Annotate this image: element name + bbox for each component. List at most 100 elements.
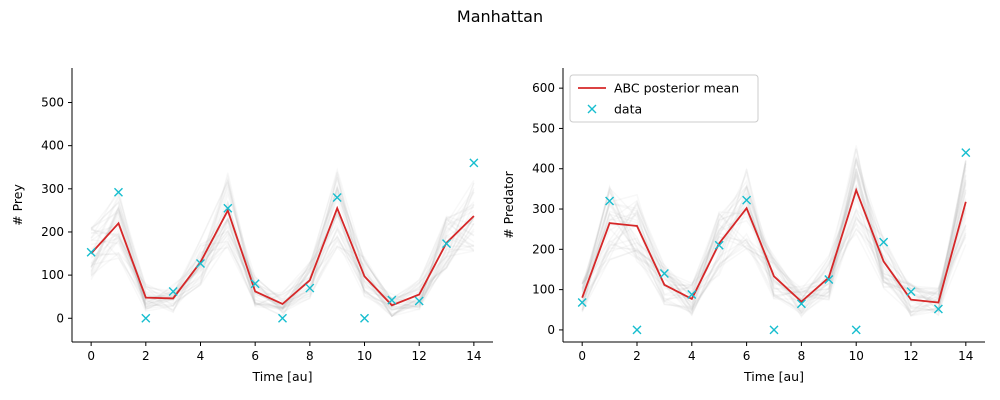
data-marker	[851, 325, 861, 335]
posterior-sample-line	[581, 148, 967, 313]
data-marker	[577, 298, 587, 308]
data-marker	[223, 203, 233, 213]
posterior-sample-line	[90, 206, 475, 314]
posterior-sample-line	[581, 199, 967, 319]
x-tick-label: 2	[142, 349, 150, 363]
data-marker	[879, 237, 889, 247]
x-tick-label: 12	[412, 349, 427, 363]
posterior-sample-line	[581, 163, 967, 317]
posterior-sample-line	[90, 187, 475, 310]
x-tick-label: 4	[197, 349, 205, 363]
posterior-sample-line	[581, 209, 967, 315]
posterior-sample-line	[90, 172, 475, 318]
posterior-sample-line	[90, 210, 475, 310]
x-tick-label: 12	[903, 349, 918, 363]
posterior-sample-line	[90, 191, 475, 307]
posterior-sample-line	[581, 200, 967, 315]
posterior-sample-line	[581, 185, 967, 316]
prey-subplot: 0 2 4 6 8 10 12 14 0 100 200 300 400 500 Time [au] # Pr…	[10, 68, 493, 384]
posterior-sample-line	[91, 197, 475, 318]
data-marker	[714, 240, 724, 250]
y-axis-label: # Predator	[501, 170, 516, 238]
posterior-sample-line	[581, 161, 967, 303]
y-tick-label: 0	[547, 323, 555, 337]
posterior-sample-line	[581, 157, 967, 317]
data-marker	[469, 158, 479, 168]
data-marker	[387, 295, 397, 305]
x-tick-label: 14	[958, 349, 973, 363]
posterior-sample-line	[581, 207, 967, 313]
posterior-sample-line	[90, 187, 475, 314]
posterior-sample-line	[581, 160, 967, 308]
data-marker	[414, 296, 424, 306]
posterior-sample-line	[90, 205, 475, 313]
y-tick-label: 200	[532, 242, 555, 256]
posterior-sample-line	[581, 174, 967, 317]
x-tick-label: 14	[466, 349, 481, 363]
legend-marker-swatch	[587, 104, 597, 114]
data-marker	[195, 258, 205, 268]
posterior-sample-line	[581, 160, 967, 314]
posterior-sample-line	[90, 201, 475, 308]
posterior-sample-lines	[90, 167, 475, 318]
posterior-sample-line	[581, 154, 967, 311]
data-marker	[442, 239, 452, 249]
posterior-sample-line	[581, 174, 967, 317]
posterior-sample-line	[581, 181, 967, 312]
posterior-sample-line	[90, 225, 475, 309]
predator-subplot: 0 2 4 6 8 10 12 14 0 100 200 300 400 500 600 Time [au] #…	[501, 68, 985, 384]
data-marker	[605, 196, 615, 206]
x-tick-label: 10	[849, 349, 864, 363]
posterior-sample-line	[90, 177, 475, 309]
data-markers	[577, 148, 971, 335]
posterior-sample-line	[90, 191, 475, 318]
posterior-sample-line	[90, 185, 475, 310]
posterior-sample-line	[90, 176, 474, 309]
posterior-sample-line	[90, 170, 475, 311]
data-marker	[933, 304, 943, 314]
posterior-sample-line	[581, 198, 967, 313]
posterior-sample-line	[581, 188, 967, 317]
y-tick-label: 600	[532, 81, 555, 95]
data-marker	[659, 269, 669, 278]
posterior-sample-line	[90, 181, 475, 316]
data-marker	[305, 283, 315, 293]
y-tick-label: 400	[41, 139, 64, 153]
posterior-sample-line	[581, 212, 967, 304]
posterior-sample-line	[90, 172, 475, 301]
x-tick-label: 2	[633, 349, 641, 363]
data-marker	[250, 279, 260, 289]
posterior-sample-line	[90, 188, 475, 318]
y-tick-label: 100	[41, 268, 64, 282]
x-tick-label: 6	[743, 349, 751, 363]
posterior-sample-line	[90, 209, 475, 309]
data-marker	[906, 287, 916, 297]
x-tick-label: 8	[306, 349, 314, 363]
posterior-sample-line	[581, 162, 967, 315]
y-tick-label: 500	[532, 121, 555, 135]
data-marker	[113, 187, 123, 197]
y-tick-label: 300	[532, 202, 555, 216]
legend-label: data	[614, 102, 642, 117]
x-axis-label: Time [au]	[252, 369, 313, 384]
y-axis-label: # Prey	[10, 184, 25, 226]
posterior-sample-line	[90, 200, 475, 311]
data-marker	[632, 325, 642, 335]
data-marker	[687, 289, 697, 299]
posterior-sample-line	[581, 179, 967, 303]
legend-label: ABC posterior mean	[614, 81, 739, 96]
posterior-sample-line	[91, 219, 475, 318]
posterior-sample-line	[90, 173, 475, 309]
posterior-sample-line	[581, 159, 967, 316]
y-tick-label: 400	[532, 162, 555, 176]
legend: ABC posterior mean data	[569, 74, 759, 123]
posterior-sample-line	[90, 187, 475, 315]
data-marker	[796, 299, 806, 309]
data-marker	[86, 247, 96, 257]
posterior-mean-line	[581, 187, 967, 304]
posterior-sample-line	[90, 176, 475, 318]
data-marker	[824, 275, 834, 285]
x-tick-label: 0	[87, 349, 95, 363]
y-tick-label: 500	[41, 96, 64, 110]
